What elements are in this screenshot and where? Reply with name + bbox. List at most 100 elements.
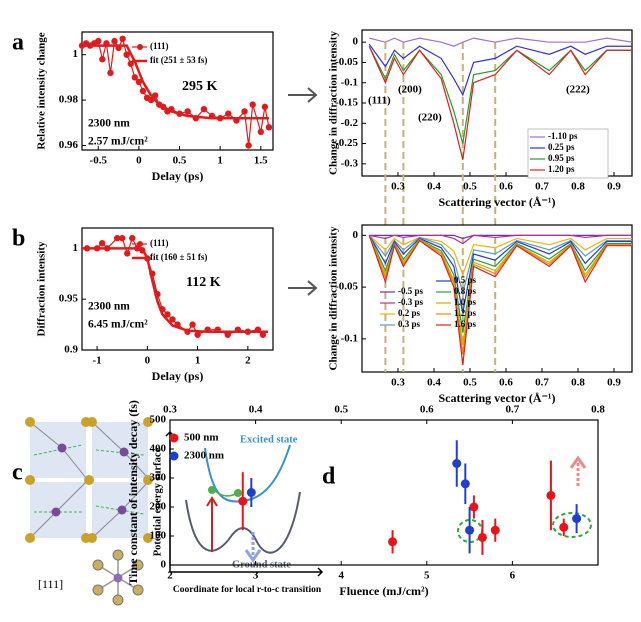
x-tick-label: 2 <box>167 570 173 582</box>
data-point <box>169 316 176 323</box>
data-point <box>257 128 265 136</box>
x-tick-label: 0.5 <box>463 181 477 193</box>
annotation: (222) <box>566 84 590 96</box>
data-point <box>164 311 171 318</box>
panel-label: c <box>12 460 23 486</box>
data-point <box>261 103 269 111</box>
y-tick-label: 0.9 <box>64 344 78 356</box>
x-tick-label: 0.9 <box>607 377 621 389</box>
annotation: 112 K <box>186 275 221 290</box>
data-point <box>238 496 248 506</box>
data-point <box>225 110 232 117</box>
data-point <box>123 51 130 58</box>
panel-label: d <box>322 464 336 490</box>
legend-label: 0.2 ps <box>398 308 421 318</box>
data-point <box>189 321 196 328</box>
data-point <box>559 522 569 532</box>
chart: 0.3 0.4 0.5 0.6 0.7 0.8 0.9 -0.3 -0.25 -0.2 -0.15 -… <box>328 29 633 225</box>
annotation-arrow <box>244 455 587 563</box>
data-point <box>259 331 267 338</box>
data-point <box>111 37 118 45</box>
data-point <box>184 108 191 115</box>
legend-label: 2300 nm <box>184 450 224 462</box>
legend-label: 1.0 ps <box>454 297 477 307</box>
data-point <box>135 78 143 86</box>
data-point <box>139 87 147 95</box>
x-tick-label: 0.4 <box>427 377 441 389</box>
y-tick-label: 0.96 <box>59 139 79 151</box>
x-tick-label: 0.5 <box>463 377 477 389</box>
data-point <box>249 101 256 108</box>
data-point <box>245 142 252 149</box>
chart: -1 0 1 2 0.9 0.95 1 Delay (ps) Diffraction inten… <box>36 227 274 383</box>
x2-tick-label: 0.8 <box>591 404 605 416</box>
x-tick-label: 0.9 <box>607 181 621 193</box>
y-tick-label: 0.98 <box>59 94 79 106</box>
legend-label: 0.3 ps <box>398 319 421 329</box>
annotation: (200) <box>398 84 422 96</box>
plot-frame <box>361 224 633 373</box>
y-tick-label: -0.15 <box>335 97 358 109</box>
panel-label: a <box>12 30 24 56</box>
x2-tick-label: 0.4 <box>249 404 263 416</box>
y-tick-label: 0 <box>353 36 359 48</box>
data-point <box>452 459 462 468</box>
legend-label: 1.20 ps <box>548 164 575 174</box>
y-tick-label: -0.3 <box>341 157 359 169</box>
legend-label: 0.8 ps <box>454 286 477 296</box>
x2-tick-label: 0.5 <box>334 404 348 416</box>
data-point <box>119 35 126 43</box>
data-point <box>107 69 114 77</box>
y-axis-label: Diffraction intensity <box>36 241 48 337</box>
legend-label: 0.95 ps <box>548 153 575 163</box>
panel-label: b <box>12 226 25 252</box>
series-line <box>368 235 632 365</box>
data-point <box>129 234 136 242</box>
annotation: (111) <box>368 95 391 107</box>
x-tick-label: 0.4 <box>427 181 441 193</box>
y-tick-label: -0.1 <box>341 332 358 344</box>
data-point <box>246 488 256 497</box>
data-point <box>99 56 106 63</box>
y-tick-label: 1 <box>73 48 79 60</box>
legend-label: -0.5 ps <box>398 286 424 296</box>
legend-marker <box>137 241 143 247</box>
x-tick-label: 0.7 <box>535 181 549 193</box>
x-tick-label: 0.8 <box>571 377 585 389</box>
x-tick-label: 0 <box>145 355 151 367</box>
legend-label: -0.3 ps <box>398 297 424 307</box>
x-tick-label: 6 <box>510 570 516 582</box>
data-point <box>95 37 102 45</box>
y-tick-label: 300 <box>150 472 167 484</box>
x-axis-label: Delay (ps) <box>152 369 204 383</box>
chart: 0.3 0.4 0.5 0.6 0.7 0.8 0.9 -0.1 -0.05 0 Scatterin… <box>328 224 633 405</box>
data-point <box>224 331 231 338</box>
data-point <box>113 234 121 242</box>
x-axis-label: Fluence (mJ/cm²) <box>339 584 428 598</box>
y-tick-label: -0.25 <box>335 137 358 149</box>
x-tick-label: 0.5 <box>173 155 187 167</box>
y-tick-label: 100 <box>150 530 167 542</box>
y-axis-label: Change in diffraction intensity <box>328 31 340 175</box>
annotation: (220) <box>418 112 442 124</box>
data-point <box>131 74 139 81</box>
series-line <box>369 234 632 245</box>
series-line <box>368 234 632 277</box>
plot-frame <box>81 31 274 151</box>
data-point <box>194 331 201 338</box>
y-tick-label: 0.95 <box>59 293 79 305</box>
legend-label: fit (251 ± 53 fs) <box>150 55 207 65</box>
x2-tick-label: 0.6 <box>420 404 434 416</box>
x-tick-label: 0 <box>136 155 142 167</box>
y-tick-label: 500 <box>150 414 167 426</box>
x-tick-label: 1 <box>195 355 201 367</box>
series-line <box>82 44 269 120</box>
legend-label: 500 nm <box>184 432 219 444</box>
plot-frame <box>169 419 599 566</box>
y-tick-label: -0.05 <box>335 56 358 68</box>
series-line <box>368 235 632 333</box>
legend-label: (111) <box>150 238 169 248</box>
x-tick-label: -1 <box>92 355 101 367</box>
legend-marker <box>137 44 143 50</box>
